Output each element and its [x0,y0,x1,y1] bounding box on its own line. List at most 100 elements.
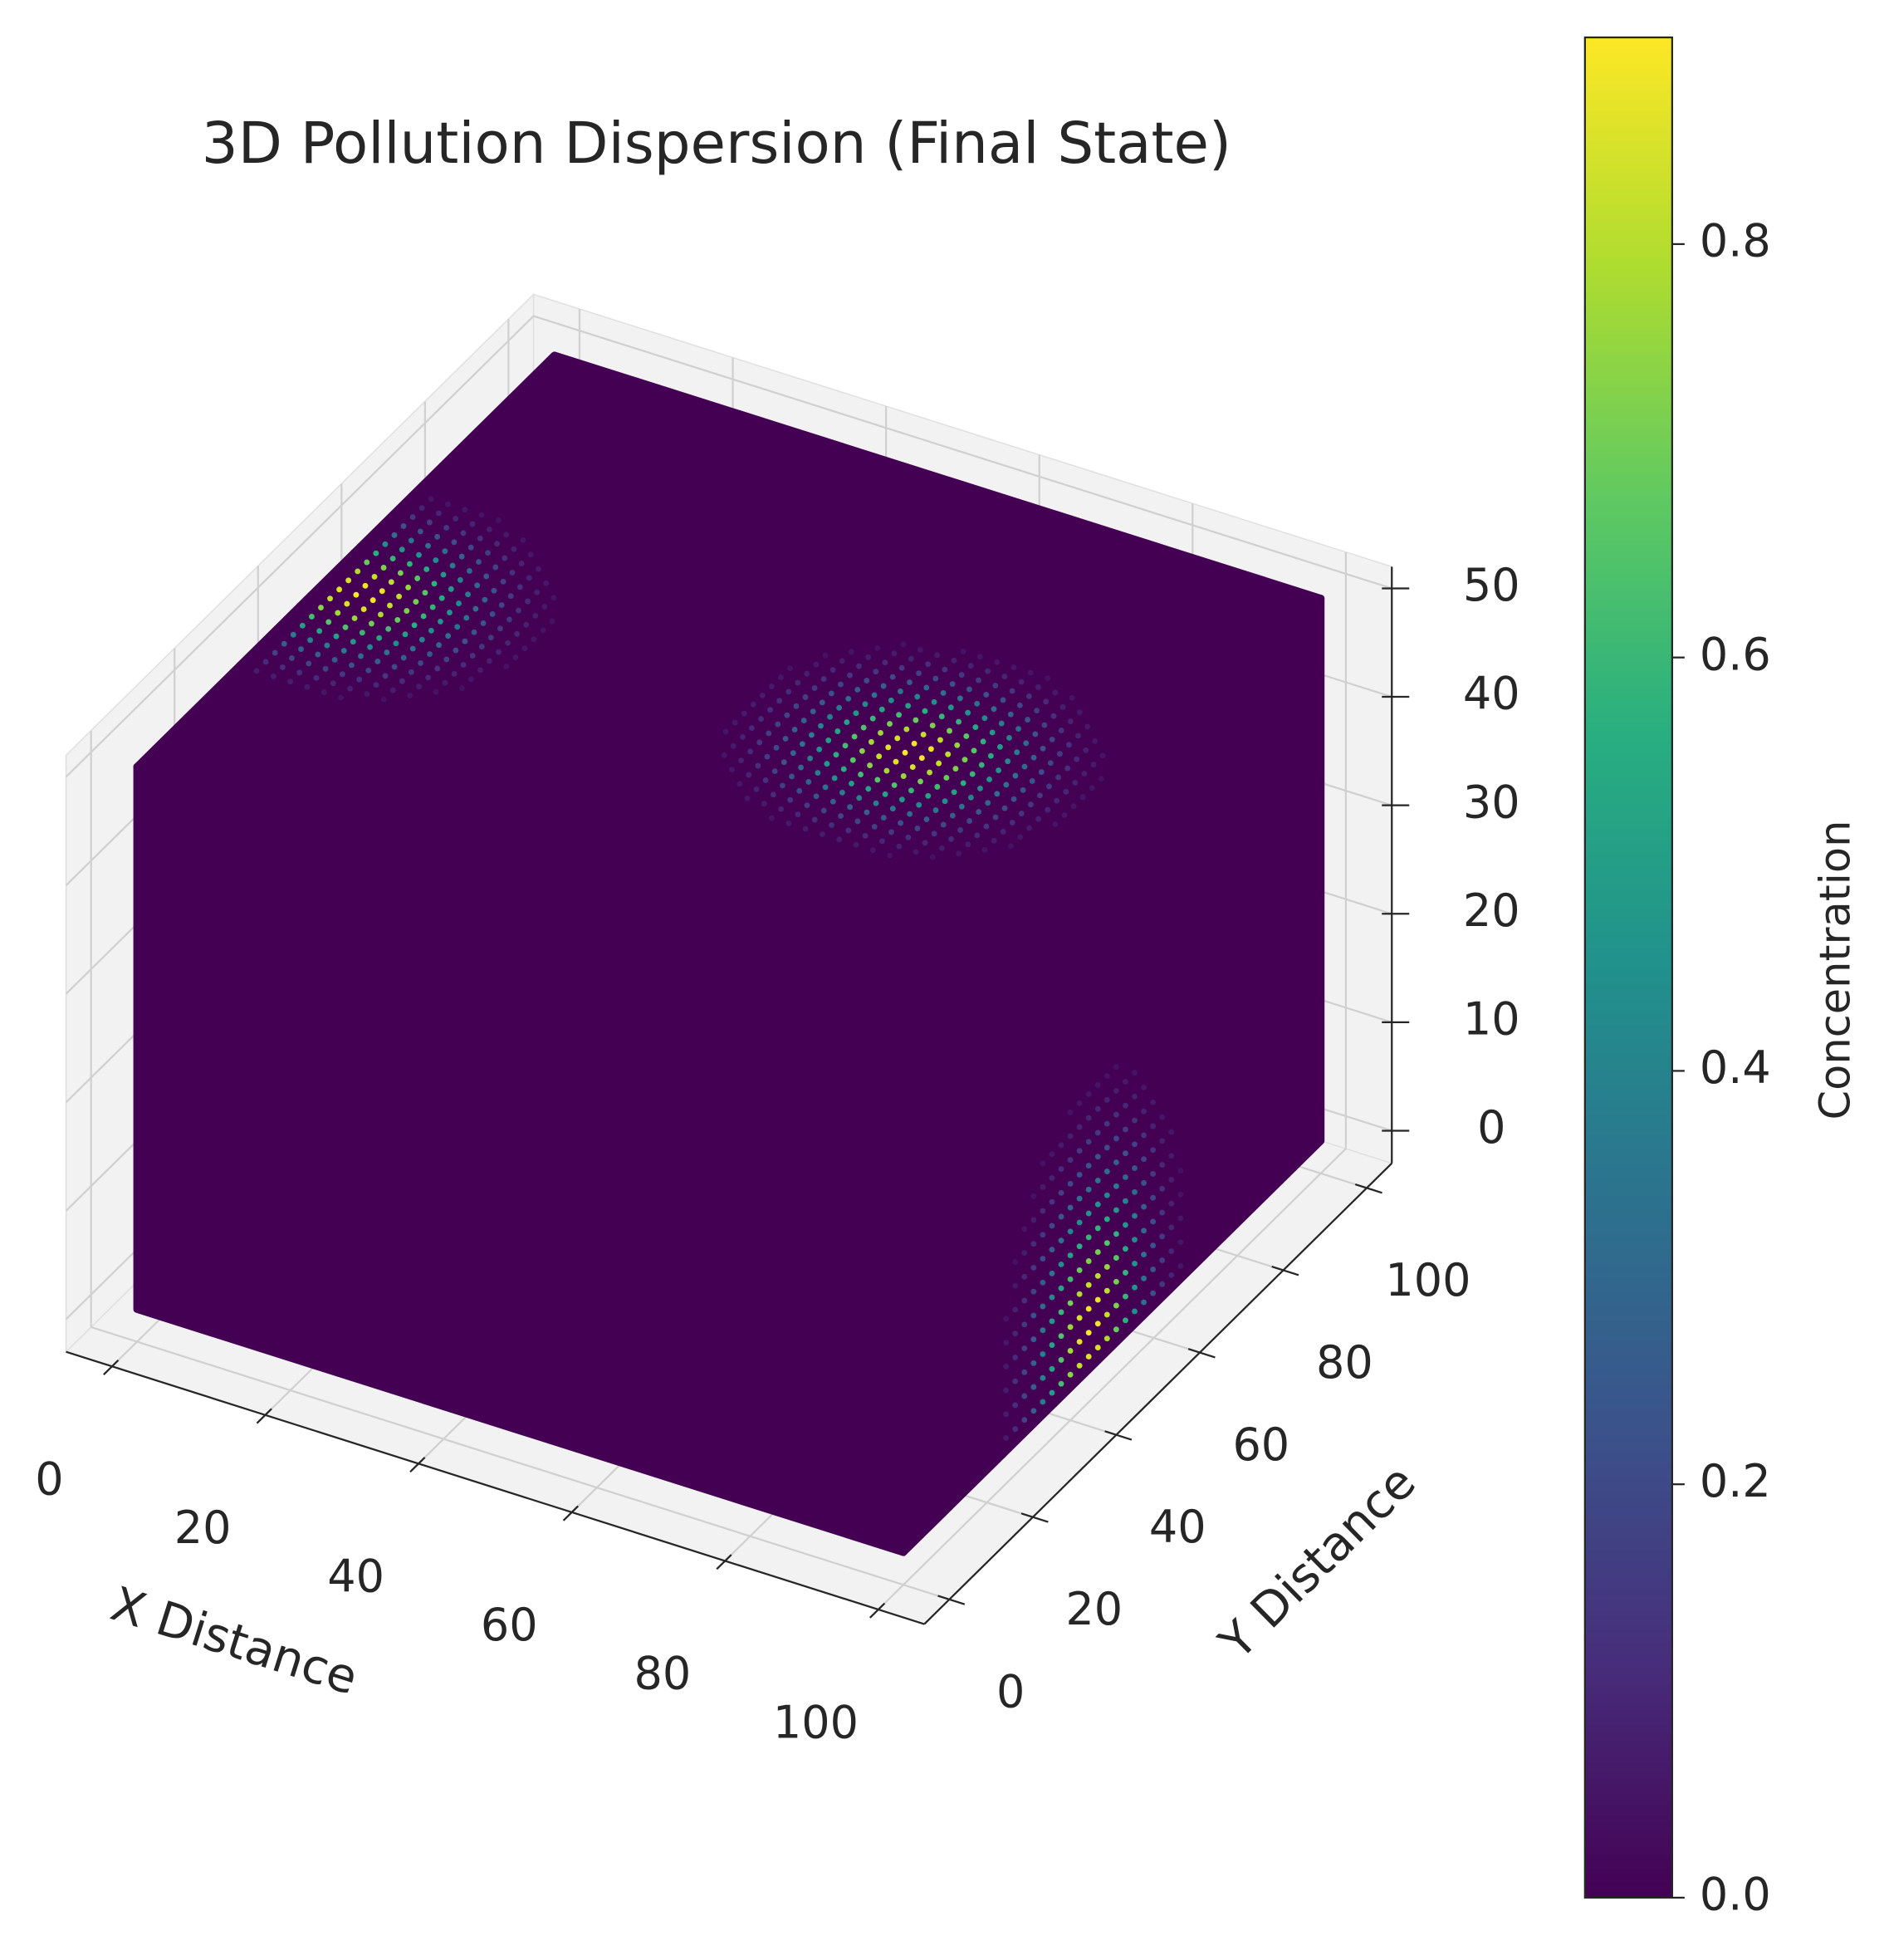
hotspot-dot [456,600,462,607]
hotspot-dot [957,695,963,702]
hotspot-dot [867,762,873,769]
hotspot-dot [844,719,850,726]
hotspot-dot [883,767,890,774]
hotspot-dot [1103,1216,1110,1223]
hotspot-dot [1103,1073,1110,1080]
hotspot-dot [1021,1250,1028,1257]
hotspot-dot [462,507,468,513]
hotspot-dot [373,682,379,688]
x-tick-label: 60 [481,1599,538,1651]
hotspot-dot [796,787,803,794]
hotspot-dot [408,537,414,544]
hotspot-dot [330,680,336,687]
hotspot-dot [1122,1079,1128,1085]
hotspot-dot [1076,1315,1083,1321]
hotspot-dot [1159,1281,1166,1287]
hotspot-dot [385,625,392,632]
hotspot-dot [505,639,511,646]
hotspot-dot [447,610,453,615]
hotspot-dot [1122,1150,1128,1157]
hotspot-dot [820,831,825,837]
hotspot-dot [487,658,492,664]
hotspot-dot [937,737,943,743]
hotspot-dot [1132,1070,1138,1076]
hotspot-dot [976,654,983,660]
hotspot-dot [1032,731,1039,737]
hotspot-dot [1132,1188,1138,1195]
hotspot-dot [1083,747,1089,753]
x-tick-label: 0 [35,1453,63,1505]
hotspot-dot [956,850,962,857]
hotspot-dot [1026,825,1033,831]
hotspot-dot [903,726,910,733]
y-tick-label: 20 [1065,1583,1123,1635]
hotspot-dot [1067,1180,1074,1187]
y-tick-label: 0 [996,1665,1025,1717]
hotspot-dot [1168,1129,1175,1135]
hotspot-dot [759,692,766,698]
hotspot-dot [887,721,893,728]
hotspot-dot [1122,1222,1128,1228]
hotspot-dot [1011,796,1017,802]
hotspot-dot [905,834,912,840]
field-top [133,351,1325,1014]
hotspot-dot [971,747,977,754]
hotspot-dot [1040,1374,1046,1381]
hotspot-dot [1132,1308,1138,1315]
hotspot-dot [1021,1393,1028,1399]
hotspot-dot [1045,806,1051,813]
hotspot-dot [520,537,526,543]
hotspot-dot [404,608,410,614]
hotspot-dot [406,561,413,567]
hotspot-dot [986,777,992,782]
hotspot-dot [722,728,729,735]
hotspot-dot [1058,1142,1064,1149]
hotspot-dot [1007,711,1014,718]
hotspot-dot [1067,1348,1074,1354]
hotspot-dot [1081,771,1088,777]
hotspot-dot [299,622,306,629]
hotspot-dot [1159,1162,1166,1169]
hotspot-dot [940,821,947,828]
hotspot-dot [1177,1239,1184,1246]
hotspot-dot [1040,1351,1046,1357]
hotspot-dot [753,786,760,792]
colorbar-tick-label: 0.8 [1700,215,1771,267]
colorbar-tick-label: 0.2 [1700,1455,1771,1507]
hotspot-dot [996,743,1003,750]
hotspot-dot [426,519,433,526]
hotspot-dot [811,685,818,691]
hotspot-dot [1067,1276,1074,1282]
hotspot-dot [1034,708,1040,714]
hotspot-dot [376,635,383,641]
hotspot-dot [932,675,939,682]
hotspot-dot [1065,742,1072,748]
hotspot-dot [909,764,916,771]
hotspot-dot [1113,1326,1119,1333]
hotspot-dot [1098,776,1104,782]
hotspot-dot [371,573,378,580]
hotspot-dot [387,602,393,609]
hotspot-dot [829,798,836,805]
hotspot-dot [431,581,438,587]
hotspot-dot [815,770,821,776]
hotspot-dot [298,646,304,653]
hotspot-dot [949,681,956,687]
colorbar-tick-label: 0.0 [1700,1869,1771,1921]
hotspot-dot [1072,779,1079,786]
hotspot-dot [829,821,834,828]
grid-line [878,1148,1347,1610]
hotspot-dot [1067,1204,1074,1211]
hotspot-dot [418,636,425,643]
hotspot-dot [996,767,1002,774]
hotspot-dot [512,654,519,660]
x-axis-line [66,1350,925,1625]
hotspot-dot [862,832,869,839]
hotspot-dot [1141,1252,1147,1258]
hotspot-dot [1027,669,1034,676]
x-tick [562,1505,579,1521]
hotspot-dot [476,559,482,566]
hotspot-dot [966,686,972,693]
hotspot-dot [466,568,472,574]
hotspot-dot [856,795,863,801]
